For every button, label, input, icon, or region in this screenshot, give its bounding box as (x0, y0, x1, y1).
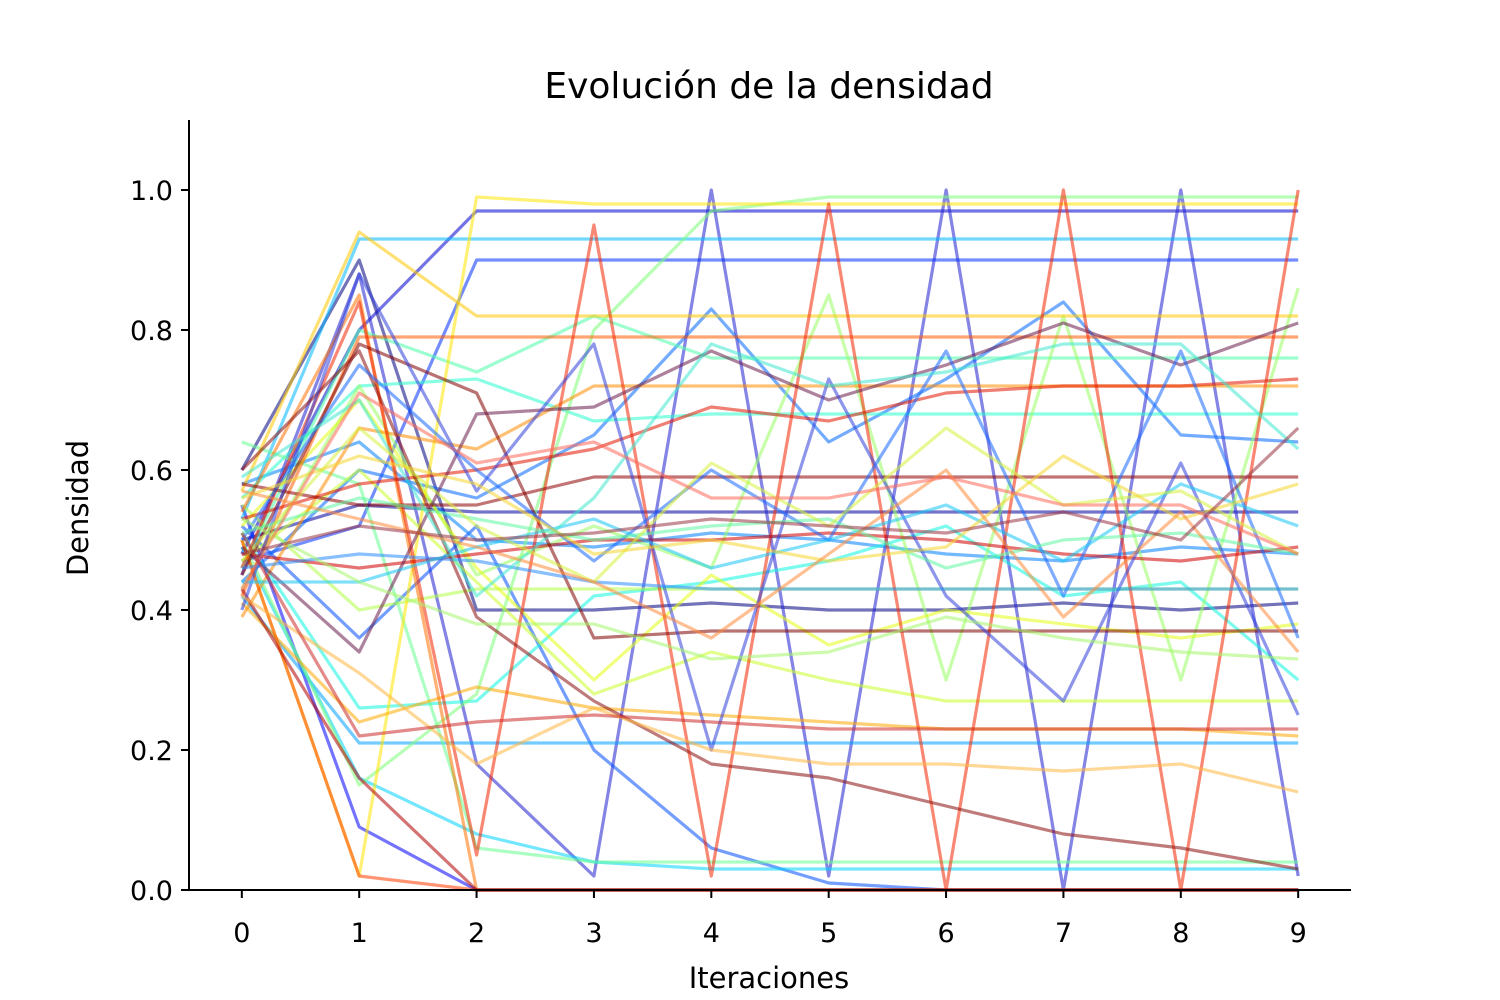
series-line-23 (240, 230, 1299, 492)
x-tick-label: 3 (585, 918, 602, 949)
series-line-43 (241, 517, 1299, 661)
y-tick-label: 0.4 (130, 596, 173, 627)
series-line-11 (240, 237, 1299, 520)
chart-title: Evolución de la densidad (544, 66, 993, 107)
series-line-6 (241, 258, 1299, 563)
series-line-16 (241, 440, 1299, 864)
y-ticks: 0.0 0.2 0.4 0.6 0.8 1.0 (130, 176, 189, 907)
series-line-38 (240, 349, 1300, 639)
series-layer (240, 188, 1300, 892)
x-tick-label: 0 (233, 918, 250, 949)
series-line-24 (240, 601, 1299, 738)
series-line-31 (241, 531, 1299, 570)
series-line-48 (240, 391, 1299, 590)
x-tick-label: 6 (937, 918, 954, 949)
x-tick-label: 2 (468, 918, 485, 949)
series-line-49 (240, 532, 1299, 738)
series-line-1 (240, 258, 1299, 612)
y-tick-label: 0.6 (130, 456, 173, 487)
series-line-15 (240, 314, 1299, 569)
series-line-46 (240, 594, 1299, 794)
series-line-35 (240, 349, 1299, 871)
x-tick-label: 4 (703, 918, 720, 949)
series-line-3 (240, 209, 1299, 555)
series-line-20 (240, 468, 1299, 703)
y-axis-label: Densidad (61, 440, 95, 576)
x-tick-label: 7 (1055, 918, 1072, 949)
y-tick-label: 0.2 (130, 736, 173, 767)
series-line-27 (240, 335, 1299, 597)
series-line-34 (240, 342, 1299, 640)
series-line-28 (240, 539, 1299, 892)
x-tick-label: 1 (351, 918, 368, 949)
x-ticks: 0 1 2 3 4 5 6 7 8 9 (233, 890, 1307, 949)
x-tick-label: 9 (1290, 918, 1307, 949)
series-line-41 (240, 342, 1300, 598)
series-line-50 (241, 426, 1300, 556)
y-tick-label: 1.0 (130, 176, 173, 207)
series-line-40 (241, 482, 1299, 584)
y-tick-label: 0.8 (130, 316, 173, 347)
x-tick-label: 8 (1172, 918, 1189, 949)
axes (188, 120, 1351, 891)
series-line-37 (240, 272, 1300, 752)
x-axis-label: Iteraciones (689, 961, 850, 995)
series-line-29 (240, 188, 1300, 892)
series-line-45 (241, 454, 1299, 563)
series-line-12 (240, 546, 1299, 871)
series-line-7 (240, 524, 1299, 892)
x-tick-label: 5 (820, 918, 837, 949)
series-line-10 (240, 595, 1299, 745)
series-line-39 (241, 552, 1299, 591)
y-tick-label: 0.0 (130, 876, 173, 907)
series-line-44 (240, 426, 1299, 584)
